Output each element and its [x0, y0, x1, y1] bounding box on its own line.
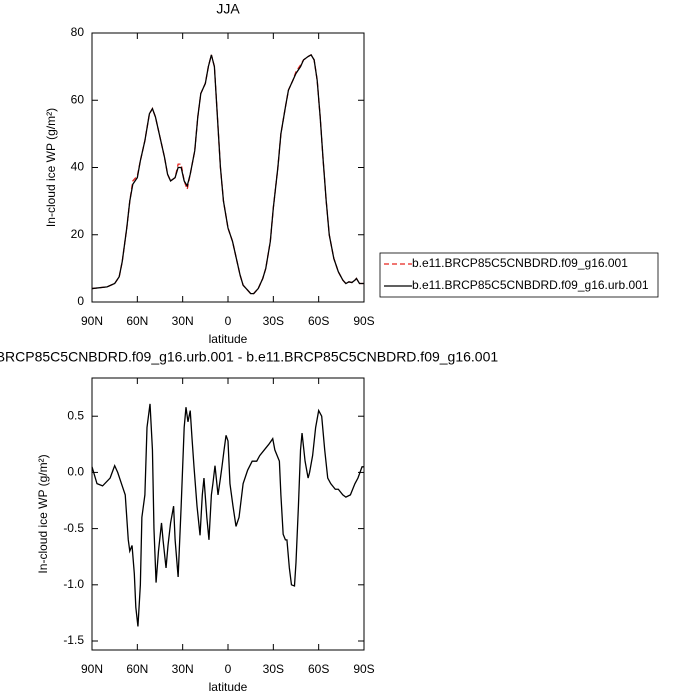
y-tick-label: 60 [71, 92, 85, 106]
legend-box [379, 252, 659, 298]
x-tick-label: 60S [308, 662, 329, 676]
chart-title: b.e11.BRCP85C5CNBDRD.f09_g16.urb.001 - b… [0, 349, 498, 365]
x-tick-label: 30N [172, 662, 194, 676]
x-tick-label: 90N [81, 314, 103, 328]
legend-label: b.e11.BRCP85C5CNBDRD.f09_g16.001 [412, 256, 628, 270]
y-tick-label: 0 [77, 294, 84, 308]
data-line [91, 53, 364, 295]
x-tick-label: 90N [81, 662, 103, 676]
x-tick-label: 30N [172, 314, 194, 328]
chart-title: JJA [216, 1, 240, 17]
legend-label: b.e11.BRCP85C5CNBDRD.f09_g16.urb.001 [412, 278, 649, 292]
x-tick-label: 30S [263, 662, 284, 676]
x-tick-label: 90S [353, 662, 374, 676]
y-tick-label: -0.5 [63, 521, 84, 535]
y-axis-label: In-cloud ice WP (g/m²) [44, 108, 58, 227]
y-tick-label: -1.0 [63, 577, 84, 591]
y-axis-label: In-cloud ice WP (g/m²) [36, 454, 50, 573]
data-line [91, 53, 364, 295]
x-tick-label: 90S [353, 314, 374, 328]
plot-frame [91, 377, 365, 651]
y-tick-label: 20 [71, 227, 85, 241]
x-axis-label: latitude [209, 332, 248, 346]
x-tick-label: 60N [126, 662, 148, 676]
x-tick-label: 60S [308, 314, 329, 328]
plot-frame [91, 32, 365, 303]
y-tick-label: 40 [71, 160, 85, 174]
data-line [91, 403, 364, 627]
x-tick-label: 0 [225, 314, 232, 328]
y-tick-label: 0.5 [67, 408, 84, 422]
x-tick-label: 0 [225, 662, 232, 676]
x-tick-label: 60N [126, 314, 148, 328]
y-tick-label: -1.5 [63, 633, 84, 647]
x-axis-label: latitude [209, 680, 248, 694]
y-tick-label: 80 [71, 25, 85, 39]
y-tick-label: 0.0 [67, 465, 84, 479]
x-tick-label: 30S [263, 314, 284, 328]
